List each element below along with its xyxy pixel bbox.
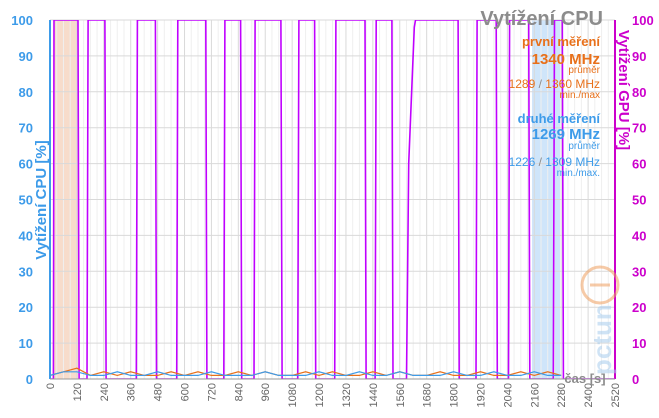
y-tick-label-left: 90 (19, 49, 33, 64)
first-run-label: první měření (522, 34, 600, 49)
second-run-separator: / (539, 155, 543, 169)
x-tick-label: 1440 (368, 383, 380, 407)
cpu-load-first-run-line (50, 367, 562, 377)
first-run-minmax-label: min./max (559, 90, 600, 101)
y-tick-label-right: 70 (632, 121, 646, 136)
first-run-max: 1360 MHz (545, 77, 600, 91)
x-tick-label: 960 (260, 383, 272, 401)
x-tick-label: 360 (126, 383, 138, 401)
x-tick-label: 120 (72, 383, 84, 401)
y-tick-label-left: 80 (19, 85, 33, 100)
y-tick-label-right: 40 (632, 228, 646, 243)
x-axis-title: čas [s] (564, 371, 605, 386)
y-tick-label-right: 80 (632, 85, 646, 100)
y-tick-label-left: 0 (26, 372, 33, 387)
x-tick-label: 480 (153, 383, 165, 401)
cpu-load-second-run-line (50, 371, 562, 376)
second-run-max: 1309 MHz (545, 155, 600, 169)
x-tick-label: 1920 (475, 383, 487, 407)
x-tick-label: 1200 (314, 383, 326, 407)
x-tick-label: 1680 (422, 383, 434, 407)
first-run-min: 1289 (509, 77, 536, 91)
second-run-minmax-label: min./max. (557, 168, 600, 179)
x-tick-label: 1080 (287, 383, 299, 407)
second-run-avg: 1269 MHz (532, 126, 600, 143)
x-tick-label: 2160 (529, 383, 541, 407)
y-tick-label-right: 30 (632, 264, 646, 279)
y-tick-label-right: 0 (632, 372, 639, 387)
x-tick-label: 2400 (583, 383, 595, 407)
y-tick-label-left: 40 (19, 228, 33, 243)
x-tick-label: 0 (45, 383, 57, 389)
y-tick-label-left: 100 (11, 13, 33, 28)
x-tick-label: 600 (180, 383, 192, 401)
y-tick-label-left: 10 (19, 336, 33, 351)
left-axis-title: Vytížení CPU [%] (33, 140, 50, 259)
first-run-minmax: 1289 / 1360 MHz (509, 77, 600, 91)
y-tick-label-right: 10 (632, 336, 646, 351)
y-tick-label-right: 20 (632, 300, 646, 315)
y-tick-label-right: 100 (632, 13, 654, 28)
chart-title: Vytížení CPU (480, 8, 603, 30)
x-tick-label: 1320 (341, 383, 353, 407)
y-tick-label-left: 70 (19, 121, 33, 136)
second-run-min: 1226 (509, 155, 536, 169)
pctuning-watermark-logo: pctun (580, 265, 620, 375)
right-axis-title: Vytížení GPU [%] (615, 30, 632, 150)
x-tick-label: 840 (233, 383, 245, 401)
y-tick-label-right: 90 (632, 49, 646, 64)
x-tick-label: 1800 (449, 383, 461, 407)
x-tick-label: 2520 (610, 383, 622, 407)
y-tick-label-right: 60 (632, 157, 646, 172)
first-run-avg: 1340 MHz (532, 51, 600, 68)
gpu-load-line (50, 20, 615, 379)
y-tick-label-left: 20 (19, 300, 33, 315)
x-tick-label: 720 (206, 383, 218, 401)
second-run-avg-label: průměr (568, 140, 600, 152)
y-tick-label-left: 50 (19, 193, 33, 208)
first-run-avg-label: průměr (568, 64, 600, 76)
y-tick-label-right: 50 (632, 193, 646, 208)
x-tick-label: 240 (99, 383, 111, 401)
x-tick-label: 1560 (395, 383, 407, 407)
x-tick-label: 2280 (556, 383, 568, 407)
second-run-minmax: 1226 / 1309 MHz (509, 155, 600, 169)
y-tick-label-left: 60 (19, 157, 33, 172)
y-tick-label-left: 30 (19, 264, 33, 279)
svg-text:pctun: pctun (587, 304, 617, 375)
x-tick-label: 2040 (502, 383, 514, 407)
second-run-label: druhé měření (518, 111, 601, 126)
first-run-separator: / (539, 77, 543, 91)
